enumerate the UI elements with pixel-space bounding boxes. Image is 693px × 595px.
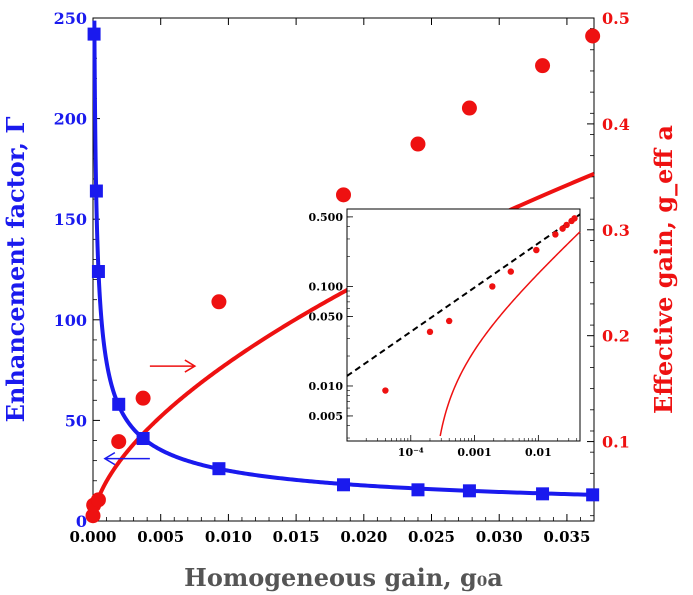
inset-data-point	[552, 231, 559, 238]
inset-y-tick-label: 0.050	[309, 310, 344, 323]
x-axis-label: Homogeneous gain, g₀a	[184, 563, 503, 592]
inset-y-tick-label: 0.500	[309, 211, 344, 224]
x-tick-label: 0.025	[408, 528, 455, 546]
enhancement-data-point	[462, 484, 476, 498]
y-right-tick-label: 0.1	[602, 433, 630, 452]
inset-plot: 10⁻⁴ 0.001 0.01 0.005 0.010 0.050 0.100 0.500	[309, 208, 581, 459]
effective-gain-data-point	[585, 28, 601, 44]
effective-gain-data-point	[135, 390, 151, 406]
inset-data-point	[559, 225, 566, 232]
effective-gain-data-point	[410, 136, 426, 152]
effective-gain-data-point	[111, 434, 127, 450]
inset-y-tick-label: 0.100	[309, 280, 344, 293]
y-left-tick-label: 200	[54, 110, 87, 129]
y-left-tick-label: 150	[54, 210, 87, 229]
inset-dashed-fit-line	[346, 213, 581, 377]
y-right-tick-label: 0.3	[602, 221, 630, 240]
inset-x-tick-label: 10⁻⁴	[398, 446, 424, 459]
effective-gain-data-point	[211, 294, 227, 310]
x-tick-label: 0.005	[137, 528, 184, 546]
inset-data-point	[489, 283, 496, 290]
inset-frame	[346, 208, 581, 442]
y-axis-label-right: Effective gain, g_eff a	[649, 125, 678, 414]
effective-gain-data-point	[535, 58, 551, 74]
effective-gain-data-point	[336, 187, 351, 203]
inset-data-point	[563, 221, 570, 229]
x-tick-label: 0.010	[205, 528, 252, 546]
x-tick-label: 0.030	[476, 528, 523, 546]
x-tick-label: 0.035	[543, 528, 590, 546]
y-right-tick-label: 0.2	[602, 327, 630, 346]
enhancement-data-point	[212, 462, 226, 476]
y-left-tick-label: 50	[65, 411, 87, 430]
inset-y-tick-label: 0.005	[309, 410, 343, 423]
x-tick-label: 0.015	[273, 528, 320, 546]
y-left-tick-label: 250	[54, 9, 87, 28]
enhancement-data-point	[337, 478, 350, 492]
inset-effective-gain-curve	[439, 231, 581, 437]
enhancement-data-point	[91, 265, 105, 279]
inset-data-point	[507, 268, 514, 275]
main-plot: 0.000 0.005 0.010 0.015 0.020 0.025 0.030 0.035…	[54, 9, 630, 546]
x-tick-label: 0.000	[70, 528, 117, 546]
right-arrow-head	[184, 359, 197, 373]
enhancement-data-point	[586, 488, 600, 502]
inset-data-point	[426, 328, 434, 336]
inset-data-point	[382, 387, 389, 394]
x-tick-label: 0.020	[340, 528, 387, 546]
y-right-tick-label: 0.4	[602, 115, 630, 134]
inset-y-tick-label: 0.010	[309, 380, 344, 393]
enhancement-data-point	[536, 487, 550, 501]
effective-gain-data-point	[90, 492, 106, 508]
enhancement-data-point	[112, 397, 126, 411]
enhancement-factor-curve	[92, 20, 595, 497]
enhancement-data-point	[89, 184, 103, 198]
inset-x-tick-label: 0.001	[457, 446, 491, 459]
y-left-tick-label: 100	[54, 311, 87, 330]
enhancement-data-point	[136, 432, 150, 446]
y-axis-label-left: Enhancement factor, Γ	[1, 117, 30, 423]
inset-x-tick-label: 0.01	[525, 446, 552, 459]
effective-gain-data-point	[461, 100, 477, 116]
enhancement-data-point	[87, 27, 101, 41]
inset-data-point	[445, 317, 453, 325]
inset-data-point	[533, 246, 540, 254]
y-left-tick-label: 0	[76, 512, 87, 531]
enhancement-data-point	[411, 483, 425, 497]
left-arrow-head	[103, 451, 116, 466]
y-right-tick-label: 0.5	[602, 9, 630, 28]
inset-data-point	[571, 215, 578, 222]
